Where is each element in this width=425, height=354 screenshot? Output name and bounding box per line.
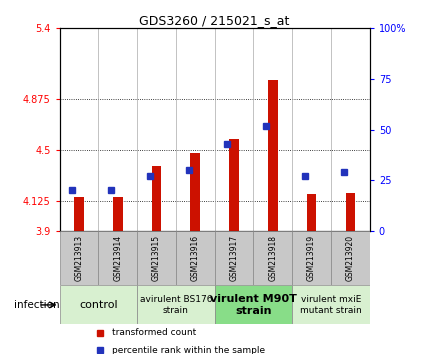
Bar [113, 197, 122, 231]
Bar [152, 166, 162, 231]
Text: virulent M90T
strain: virulent M90T strain [210, 294, 297, 316]
Bar [253, 231, 292, 285]
Bar [190, 153, 200, 231]
Text: GSM213915: GSM213915 [152, 235, 161, 281]
Text: GSM213914: GSM213914 [113, 235, 122, 281]
Bar [137, 285, 215, 324]
Bar [60, 285, 137, 324]
Bar [307, 194, 317, 231]
Text: transformed count: transformed count [112, 328, 196, 337]
Bar [74, 197, 84, 231]
Text: GSM213916: GSM213916 [191, 235, 200, 281]
Title: GDS3260 / 215021_s_at: GDS3260 / 215021_s_at [139, 14, 290, 27]
Bar [98, 231, 137, 285]
Text: percentile rank within the sample: percentile rank within the sample [112, 346, 265, 354]
Bar [268, 80, 278, 231]
Text: infection: infection [14, 300, 60, 310]
Bar [215, 231, 253, 285]
Text: GSM213913: GSM213913 [74, 235, 83, 281]
Text: GSM213919: GSM213919 [307, 235, 316, 281]
Text: GSM213917: GSM213917 [230, 235, 238, 281]
Text: GSM213920: GSM213920 [346, 235, 355, 281]
Bar [176, 231, 215, 285]
Bar [137, 231, 176, 285]
Bar [292, 285, 370, 324]
Text: avirulent BS176
strain: avirulent BS176 strain [139, 295, 212, 315]
Bar [292, 231, 331, 285]
Text: virulent mxiE
mutant strain: virulent mxiE mutant strain [300, 295, 362, 315]
Bar [60, 231, 98, 285]
Text: GSM213918: GSM213918 [268, 235, 277, 281]
Bar [215, 285, 292, 324]
Bar [331, 231, 370, 285]
Bar [229, 139, 239, 231]
Bar [346, 193, 355, 231]
Text: control: control [79, 300, 118, 310]
